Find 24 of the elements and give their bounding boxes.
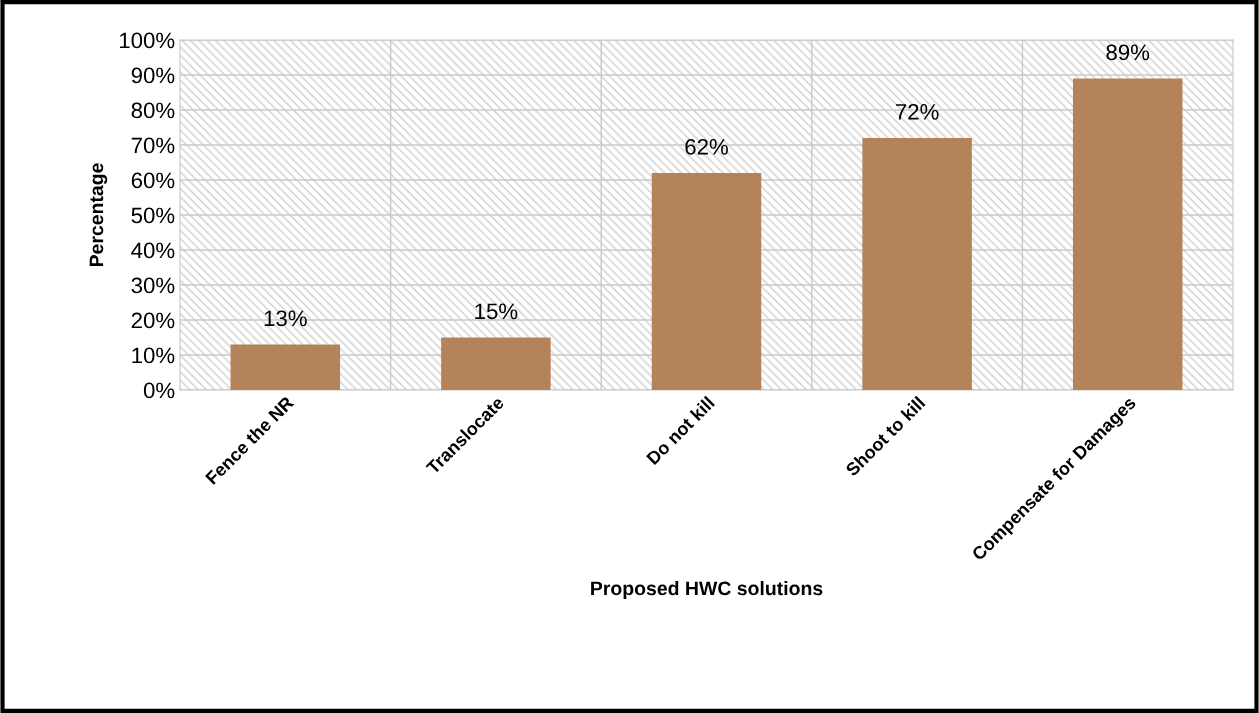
bar xyxy=(1072,78,1183,390)
y-tick-label: 0% xyxy=(143,382,175,399)
bar xyxy=(441,337,551,390)
x-axis-title: Proposed HWC solutions xyxy=(591,580,823,600)
y-axis-title: Percentage xyxy=(89,163,108,267)
data-label: 89% xyxy=(1106,44,1150,61)
y-tick-label: 50% xyxy=(131,207,175,224)
y-tick-label: 100% xyxy=(120,32,175,49)
bar xyxy=(862,138,972,390)
x-tick-label: Do not kill xyxy=(645,395,715,466)
data-label: 13% xyxy=(264,310,307,327)
y-tick-label: 40% xyxy=(131,242,175,259)
data-label: 15% xyxy=(475,303,518,320)
y-tick-label: 70% xyxy=(131,137,175,154)
y-tick-label: 90% xyxy=(131,67,175,84)
y-tick-label: 20% xyxy=(131,312,175,329)
y-tick-label: 10% xyxy=(132,347,175,364)
y-tick-label: 60% xyxy=(131,172,175,189)
y-tick-label: 30% xyxy=(131,277,175,294)
data-label: 72% xyxy=(896,103,939,120)
data-label: 62% xyxy=(685,138,728,155)
y-tick-label: 80% xyxy=(131,102,175,119)
bar xyxy=(651,173,762,390)
bar xyxy=(230,344,341,390)
